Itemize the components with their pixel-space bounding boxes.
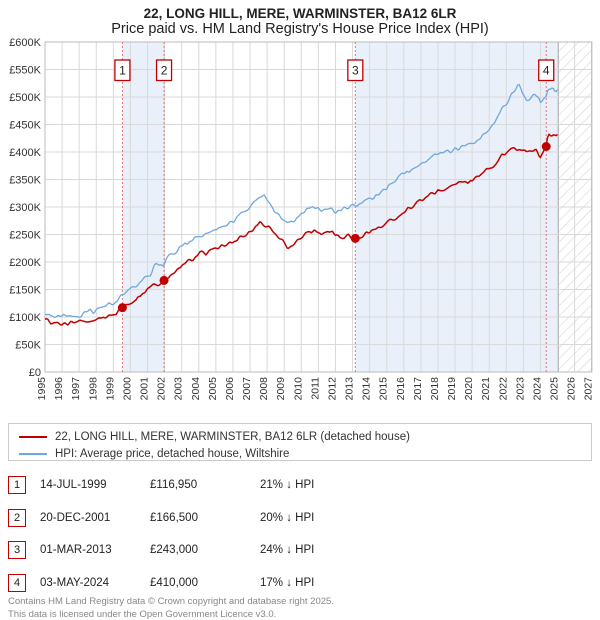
svg-text:3: 3 [352, 63, 359, 77]
svg-text:2011: 2011 [309, 377, 321, 400]
svg-text:£200K: £200K [9, 257, 41, 269]
svg-text:2018: 2018 [429, 377, 441, 401]
svg-text:2: 2 [161, 63, 168, 77]
svg-text:£350K: £350K [9, 175, 41, 187]
svg-text:2000: 2000 [121, 377, 133, 401]
svg-text:1996: 1996 [53, 377, 65, 401]
svg-text:2027: 2027 [583, 377, 595, 401]
svg-text:1997: 1997 [70, 377, 82, 401]
svg-text:2004: 2004 [190, 377, 202, 401]
svg-text:2002: 2002 [156, 377, 168, 401]
svg-text:2022: 2022 [497, 377, 509, 401]
svg-text:£600K: £600K [9, 37, 41, 49]
svg-text:£550K: £550K [9, 65, 41, 77]
svg-text:1995: 1995 [36, 377, 48, 401]
svg-text:2006: 2006 [224, 377, 236, 401]
svg-text:£100K: £100K [9, 312, 41, 324]
svg-text:2020: 2020 [463, 377, 475, 401]
svg-text:2023: 2023 [514, 377, 526, 401]
svg-text:2019: 2019 [446, 377, 458, 401]
svg-text:£400K: £400K [9, 147, 41, 159]
svg-text:2013: 2013 [344, 377, 356, 401]
svg-text:2015: 2015 [378, 377, 390, 401]
svg-text:£50K: £50K [15, 340, 41, 352]
svg-text:£500K: £500K [9, 92, 41, 104]
svg-text:£450K: £450K [9, 120, 41, 132]
svg-text:£300K: £300K [9, 202, 41, 214]
svg-text:4: 4 [543, 63, 550, 77]
svg-text:2014: 2014 [361, 377, 373, 401]
svg-text:2025: 2025 [549, 377, 561, 401]
svg-text:2026: 2026 [566, 377, 578, 401]
svg-text:2005: 2005 [207, 377, 219, 401]
svg-text:2017: 2017 [412, 377, 424, 401]
svg-text:2001: 2001 [139, 377, 151, 401]
svg-text:2016: 2016 [395, 377, 407, 401]
svg-text:1: 1 [119, 63, 126, 77]
svg-text:2003: 2003 [173, 377, 185, 401]
svg-text:£150K: £150K [9, 285, 41, 297]
svg-text:1998: 1998 [87, 377, 99, 401]
svg-text:2012: 2012 [326, 377, 338, 401]
svg-text:2021: 2021 [480, 377, 492, 401]
svg-text:£250K: £250K [9, 230, 41, 242]
svg-text:2007: 2007 [241, 377, 253, 401]
svg-text:2010: 2010 [292, 377, 304, 401]
svg-text:2009: 2009 [275, 377, 287, 401]
svg-text:2008: 2008 [258, 377, 270, 401]
svg-text:1999: 1999 [104, 377, 116, 401]
svg-text:2024: 2024 [531, 377, 543, 401]
